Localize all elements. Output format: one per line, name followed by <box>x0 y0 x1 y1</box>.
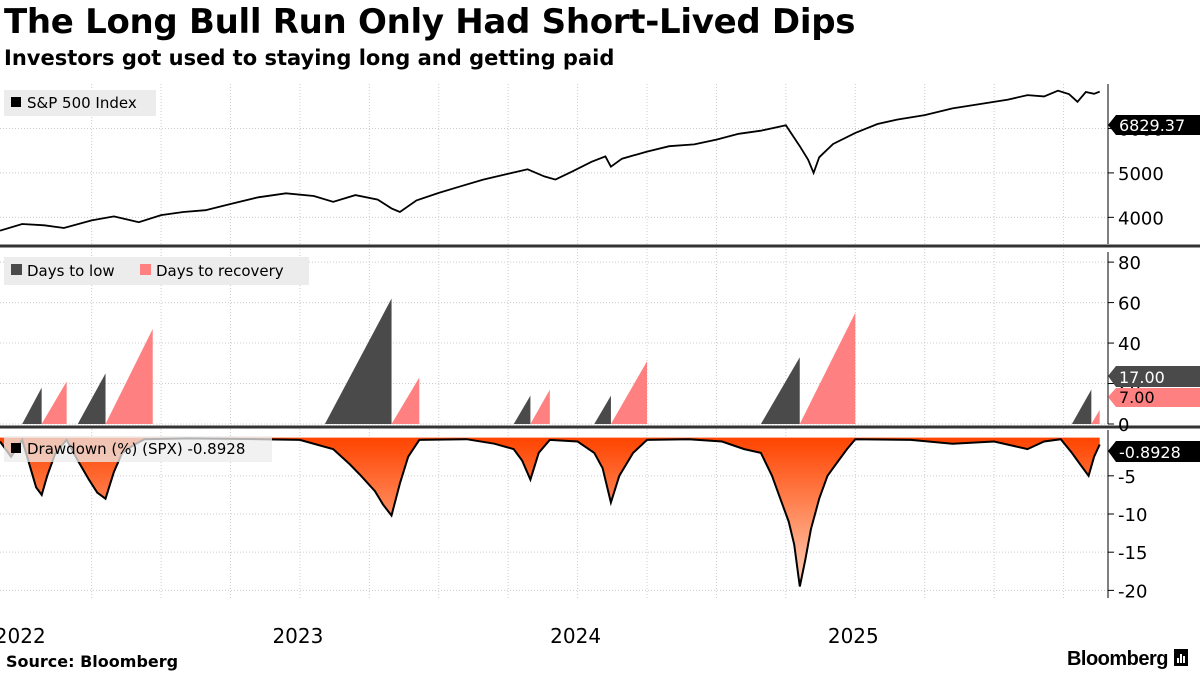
days-to-recovery-tag: 7.00 <box>1108 388 1200 407</box>
bloomberg-logo: Bloomberg <box>1067 648 1188 671</box>
days-tick-label: 60 <box>1118 294 1141 315</box>
bloomberg-logo-icon <box>1174 649 1188 666</box>
drawdown-tick-label: -5 <box>1118 467 1136 488</box>
days-to-low-triangle <box>22 387 42 424</box>
days-panel: Days to low Days to recovery <box>4 257 1100 424</box>
days-to-low-triangle <box>1071 389 1092 424</box>
days-to-low-triangle <box>760 357 800 424</box>
price-line <box>0 89 1101 232</box>
days-to-low-triangle <box>594 395 611 424</box>
days-to-low-triangle <box>324 298 392 424</box>
days-to-recovery-triangle <box>530 389 550 424</box>
price-legend-box <box>4 90 156 116</box>
days-tick-label: 80 <box>1118 253 1141 274</box>
drawdown-legend-swatch <box>11 443 21 453</box>
days-to-recovery-triangle <box>105 328 153 424</box>
days-to-low-triangle <box>77 373 106 424</box>
drawdown-legend-box <box>4 436 272 462</box>
x-axis-year-label: 2024 <box>550 624 601 648</box>
days-to-recovery-last-value: 7.00 <box>1119 388 1155 407</box>
days-tick-label: 0 <box>1118 415 1129 436</box>
days-to-recovery-triangle <box>610 361 648 424</box>
days-to-recovery-legend: Days to recovery <box>156 262 284 280</box>
days-to-low-triangle <box>513 395 531 424</box>
x-axis-labels: 2022 2023 2024 2025 <box>0 624 879 648</box>
days-to-recovery-swatch <box>140 264 151 275</box>
price-last-value: 6829.37 <box>1119 116 1185 135</box>
days-to-low-swatch <box>11 264 22 275</box>
drawdown-line <box>0 437 1101 587</box>
days-tick-label: 40 <box>1118 334 1141 355</box>
dip-triangles <box>22 298 1100 424</box>
days-to-recovery-triangle <box>1091 409 1100 424</box>
brand-name: Bloomberg <box>1066 648 1169 670</box>
price-legend-swatch <box>11 97 21 107</box>
grid-lines <box>0 84 1108 598</box>
days-to-recovery-triangle <box>391 377 420 424</box>
drawdown-value-tag: -0.8928 <box>1108 441 1200 462</box>
right-axes: 400050006000020406080-5-10-15-20 <box>1107 84 1164 602</box>
drawdown-tick-label: -10 <box>1118 505 1147 526</box>
price-value-tag: 6829.37 <box>1108 115 1200 135</box>
days-legend-box <box>4 257 309 285</box>
price-tick-label: 5000 <box>1118 164 1164 185</box>
price-panel: S&P 500 Index <box>0 89 1101 232</box>
chart-subtitle: Investors got used to staying long and g… <box>4 46 615 70</box>
drawdown-tick-label: -20 <box>1118 581 1147 602</box>
days-to-low-last-value: 17.00 <box>1119 368 1165 387</box>
drawdown-panel: Drawdown (%) (SPX) -0.8928 <box>0 436 1101 587</box>
days-to-recovery-triangle <box>799 312 856 424</box>
price-tick-label: 4000 <box>1118 208 1164 229</box>
days-to-low-tag: 17.00 <box>1108 366 1200 387</box>
drawdown-area <box>0 437 1100 587</box>
drawdown-legend-label: Drawdown (%) (SPX) -0.8928 <box>27 440 245 458</box>
days-to-low-legend: Days to low <box>27 262 115 280</box>
source-note: Source: Bloomberg <box>6 652 179 671</box>
days-to-recovery-triangle <box>41 381 67 424</box>
x-axis-year-label: 2025 <box>828 624 879 648</box>
drawdown-last-value: -0.8928 <box>1119 443 1181 462</box>
x-axis-year-label: 2022 <box>0 624 46 648</box>
drawdown-tick-label: -15 <box>1118 543 1147 564</box>
chart-title: The Long Bull Run Only Had Short-Lived D… <box>4 2 856 42</box>
x-axis-year-label: 2023 <box>272 624 323 648</box>
price-legend-label: S&P 500 Index <box>27 94 137 112</box>
